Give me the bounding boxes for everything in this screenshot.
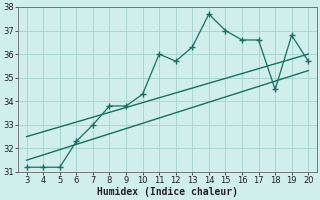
X-axis label: Humidex (Indice chaleur): Humidex (Indice chaleur) xyxy=(97,186,238,197)
